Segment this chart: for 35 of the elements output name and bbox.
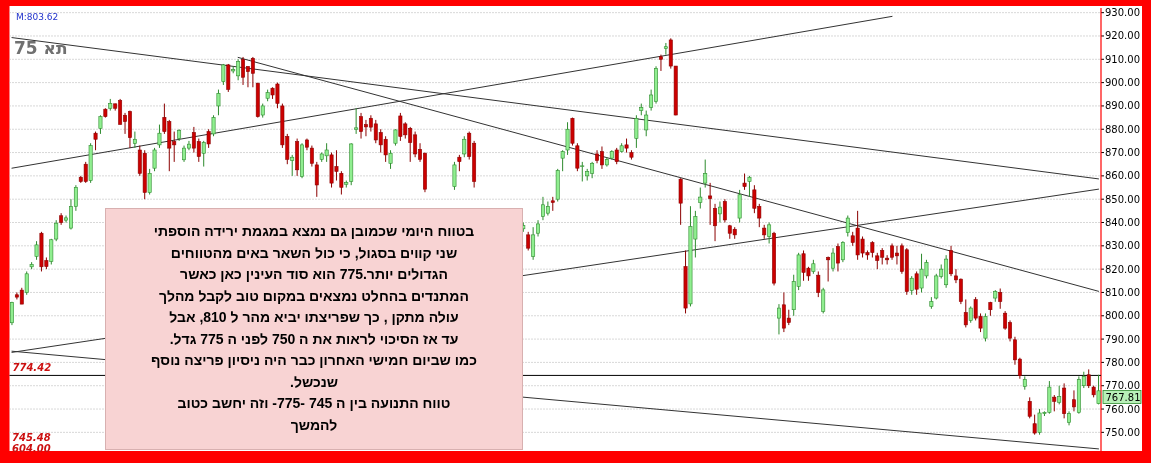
annotation: M:803.62	[16, 12, 59, 22]
y-tick-label: 900.00	[1105, 77, 1140, 89]
y-tick-label: 830.00	[1105, 240, 1140, 252]
y-tick-label: 750.00	[1105, 426, 1140, 438]
y-tick-label: 760.00	[1105, 403, 1140, 415]
text: 767.81	[1105, 391, 1141, 403]
annotation: להמשך	[289, 415, 339, 435]
y-tick-label: 840.00	[1105, 217, 1140, 229]
y-tick-label: 790.00	[1105, 333, 1140, 345]
text: תא 75	[14, 38, 68, 58]
y-tick-label: 890.00	[1105, 100, 1140, 112]
y-tick-label: 800.00	[1105, 310, 1140, 322]
y-tick-label: 850.00	[1105, 193, 1140, 205]
y-tick-label: 920.00	[1105, 30, 1140, 42]
y-tick-label: 820.00	[1105, 263, 1140, 275]
ref-line-label: 774.42	[12, 362, 52, 374]
annotation: הגדולים יותר.775 הוא סוד העינין כאן כאשר	[179, 265, 449, 284]
annotation: עד אז הסיכוי לראות את ה 750 לפני ה 775 גדל.	[168, 329, 460, 349]
annotation: 604.00	[12, 442, 51, 454]
y-tick-label: 810.00	[1105, 286, 1140, 298]
annotation: המתנדים בהחלט נמצאים במקום טוב לקבל מהלך	[158, 286, 470, 306]
y-tick-label: 930.00	[1105, 7, 1140, 19]
annotation: שני קווים בסגול, כי כול השאר באים מהטווחים	[169, 243, 459, 263]
annotation: טווח התנועה בין ה 745 -775- וזה יחשב כטוב	[176, 394, 452, 413]
y-tick-label: 780.00	[1105, 356, 1140, 368]
y-tick-label: 910.00	[1105, 53, 1140, 65]
annotation: עולה מתקן , כך שפריצתו יביא מהר ל 810, אבל	[168, 308, 460, 327]
y-tick-label: 870.00	[1105, 147, 1140, 159]
y-tick-label: 860.00	[1105, 170, 1140, 182]
annotation: 745.48	[12, 431, 51, 443]
annotation: בטווח היומי שכמובן גם נמצא במגמת ירידה הוספתי	[152, 222, 476, 241]
y-tick-label: 770.00	[1105, 380, 1140, 392]
annotation: שנכשל.	[289, 372, 339, 392]
annotation: כמו שביום חמישי האחרון כבר היה ניסיון פריצה נוסף	[150, 351, 478, 370]
y-tick-label: 880.00	[1105, 123, 1140, 135]
